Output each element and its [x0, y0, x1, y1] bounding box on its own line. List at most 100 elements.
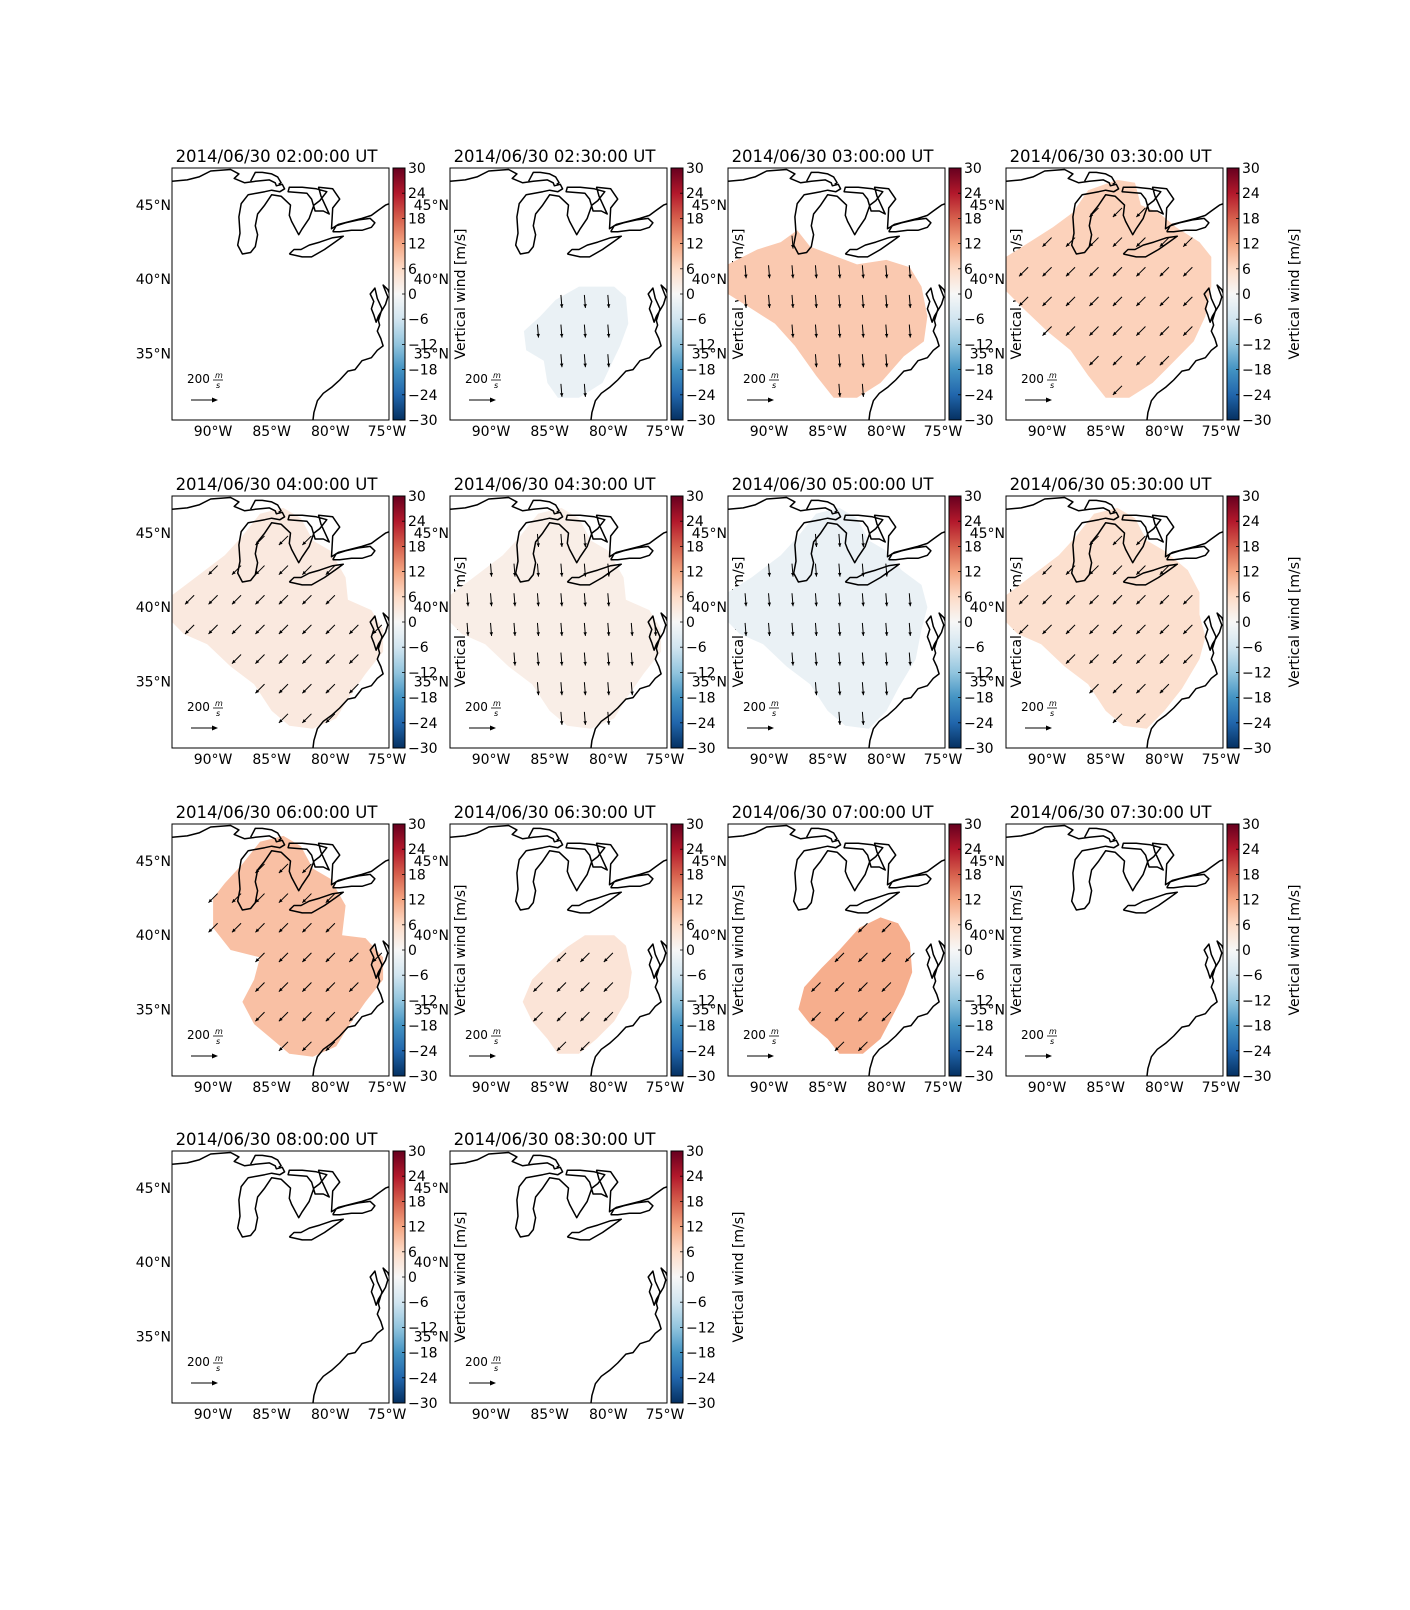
y-tick-label: 45°N	[136, 854, 171, 870]
map-frame	[727, 495, 946, 749]
wind-arrow-head	[231, 659, 236, 664]
y-tick-label: 35°N	[692, 1002, 727, 1018]
wind-arrow-head	[814, 691, 818, 696]
wind-arrow-head	[255, 689, 260, 694]
wind-arrow-head	[208, 630, 213, 634]
colorbar-tick-label: −18	[408, 1019, 438, 1035]
y-tick-label: 40°N	[136, 272, 171, 288]
wind-arrow-head	[1159, 689, 1164, 694]
x-tick-label: 75°W	[368, 752, 407, 768]
map-frame	[1005, 495, 1224, 749]
x-tick-label: 85°W	[808, 1080, 847, 1096]
quiver-key-label: 200	[743, 1028, 766, 1042]
y-tick-label: 35°N	[136, 346, 171, 362]
wind-arrow-head	[255, 600, 260, 605]
wind-arrow-head	[861, 304, 865, 308]
wind-arrow-head	[884, 333, 889, 338]
wind-arrow-head	[767, 602, 772, 607]
x-tick-label: 85°W	[252, 424, 291, 440]
colorbar-tick-label: 6	[408, 918, 417, 934]
colorbar-tick-label: −6	[686, 968, 707, 984]
x-tick-label: 90°W	[750, 1080, 789, 1096]
x-tick-label: 75°W	[368, 1080, 407, 1096]
wind-arrow-head	[580, 1017, 585, 1022]
colorbar-label: Vertical wind [m/s]	[1287, 885, 1303, 1016]
wind-arrow-head	[556, 1047, 561, 1051]
colorbar-tick-label: −30	[686, 1396, 716, 1412]
y-tick-label: 40°N	[414, 928, 449, 944]
colorbar-tick-label: 6	[408, 262, 417, 278]
wind-arrow-head	[834, 1047, 839, 1051]
wind-arrow-head	[837, 691, 842, 696]
map-frame	[449, 495, 668, 749]
colorbar-tick-label: 30	[408, 489, 426, 505]
wind-arrow-head	[325, 1047, 330, 1051]
colorbar-tick-label: −30	[964, 1069, 994, 1085]
wind-arrow-head	[861, 661, 865, 666]
wind-arrow-head	[536, 691, 540, 696]
colorbar-tick-label: 12	[1242, 565, 1260, 581]
x-tick-label: 80°W	[589, 752, 628, 768]
wind-arrow-head	[278, 630, 283, 634]
coastline	[610, 1200, 654, 1216]
wind-arrow-head	[536, 543, 540, 547]
wind-arrow-head	[1159, 302, 1164, 306]
colorbar-tick-label: 12	[1242, 893, 1260, 909]
colorbar-tick-label: 6	[964, 918, 973, 934]
colorbar-tick-label: −30	[686, 741, 716, 757]
wind-arrow-head	[861, 363, 865, 368]
wind-arrow-head	[1019, 302, 1023, 306]
vertical-wind-field	[798, 917, 913, 1054]
colorbar-tick-label: 0	[964, 287, 973, 303]
wind-arrow-head	[1089, 302, 1094, 306]
quiver-key-arrow-head	[768, 725, 774, 731]
panel-title: 2014/06/30 04:30:00 UT	[454, 475, 657, 494]
wind-arrow-head	[1183, 659, 1188, 664]
wind-arrow-head	[858, 1047, 863, 1051]
x-tick-label: 90°W	[472, 752, 511, 768]
vertical-wind-field	[1006, 179, 1212, 398]
colorbar-tick-label: 0	[408, 943, 417, 959]
colorbar-tick-label: 30	[686, 1144, 704, 1160]
wind-arrow-head	[255, 987, 260, 992]
quiver-key-unit-num: m	[1049, 1027, 1057, 1036]
coastline	[805, 171, 838, 185]
colorbar-tick-label: −24	[408, 388, 438, 404]
wind-arrow-head	[325, 958, 330, 962]
wind-arrow-head	[1159, 570, 1164, 575]
coastline	[312, 1267, 389, 1403]
wind-arrow-head	[185, 630, 189, 634]
coastline	[249, 827, 282, 841]
y-tick-label: 35°N	[136, 1329, 171, 1345]
colorbar-tick-label: 24	[1242, 842, 1260, 858]
wind-arrow-head	[861, 602, 865, 607]
quiver-key-unit-den: s	[216, 381, 220, 390]
panel-title: 2014/06/30 06:00:00 UT	[176, 803, 379, 822]
wind-arrow-head	[302, 958, 307, 962]
wind-arrow-head	[861, 632, 865, 636]
x-tick-label: 80°W	[1145, 1080, 1184, 1096]
wind-arrow-head	[325, 570, 330, 575]
colorbar-tick-label: −6	[964, 312, 985, 328]
x-tick-label: 75°W	[1202, 424, 1241, 440]
map-area	[728, 824, 945, 1076]
wind-arrow-head	[1065, 659, 1070, 664]
wind-arrow-head	[744, 274, 748, 279]
wind-arrow-head	[278, 987, 283, 992]
coastline	[566, 1218, 623, 1241]
wind-arrow-head	[513, 632, 517, 636]
y-tick-label: 45°N	[414, 198, 449, 214]
colorbar-tick-label: 0	[408, 615, 417, 631]
wind-arrow-head	[1065, 242, 1070, 247]
wind-arrow-head	[580, 958, 585, 962]
map-frame	[171, 1150, 390, 1404]
colorbar-tick-label: 30	[964, 817, 982, 833]
quiver-key-arrow-head	[768, 397, 774, 403]
wind-arrow-head	[908, 304, 912, 308]
coastline	[844, 563, 901, 586]
wind-arrow-head	[208, 928, 213, 933]
x-tick-label: 75°W	[924, 424, 963, 440]
wind-arrow-head	[858, 1017, 863, 1022]
colorbar-tick-label: −12	[964, 993, 994, 1009]
